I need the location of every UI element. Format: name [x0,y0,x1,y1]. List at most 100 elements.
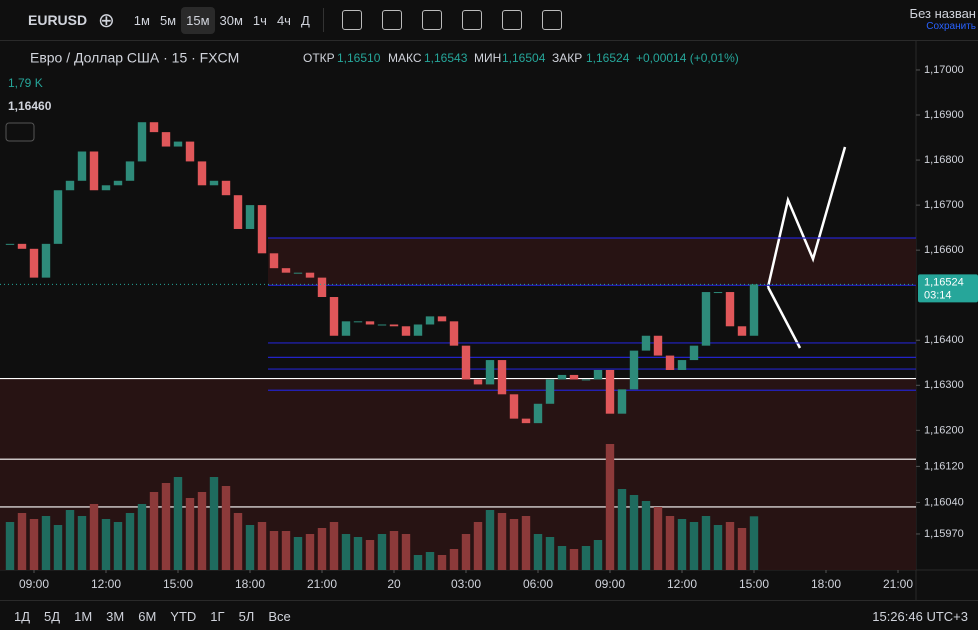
candle-body [749,284,759,336]
layer [0,237,916,570]
volume-bar [353,537,363,570]
volume-bar [173,477,183,570]
volume-bar [29,519,39,570]
candle-body [485,360,495,385]
x-tick-label: 09:00 [595,577,625,591]
volume-bar [737,528,747,570]
y-tick-label: 1,16800 [924,154,964,166]
range-button[interactable]: 5Л [238,608,255,624]
volume-bar [17,513,27,570]
legend-low: 1,16504 [502,51,546,65]
candle-body [557,374,567,380]
legend-close-label: ЗАКР [552,51,582,65]
templates-button[interactable] [421,10,442,30]
top-toolbar: EURUSD ⊕ 1м 5м 15м 30м 1ч 4ч Д Без назван Сохра… [0,0,978,41]
candle-body [725,292,735,327]
y-tick-label: 1,16600 [924,244,964,256]
range-button[interactable]: 1М [74,608,93,624]
candle-body [89,151,99,191]
indicators-button[interactable] [381,10,402,30]
candle-body [581,379,591,381]
candle-body [605,369,615,414]
interval-button[interactable]: 1ч [252,12,267,28]
volume-bar [5,522,15,570]
candle-body [125,161,135,181]
interval-button[interactable]: 1м [133,12,150,28]
undo-button[interactable] [541,10,562,30]
candle-body [437,316,447,322]
range-button[interactable]: 5Д [44,608,61,624]
candle-body [245,205,255,229]
volume-bar [605,444,615,570]
candle-body [701,292,711,346]
legend-high-label: МАКС [388,51,422,65]
candle-body [101,185,111,191]
candle-body [341,321,351,336]
symbol-search[interactable]: EURUSD [28,12,88,28]
candle-body [149,122,159,133]
x-tick-label: 12:00 [667,577,697,591]
collapse-button[interactable] [5,122,35,142]
range-button[interactable]: 3М [106,608,125,624]
candle-body [509,394,519,419]
volume-bar [281,531,291,570]
y-tick-label: 1,16200 [924,424,964,436]
cursor-price: 1,16460 [8,99,52,113]
range-button[interactable]: 1Г [210,608,225,624]
x-tick-label: 15:00 [163,577,193,591]
volume-bar [41,516,51,570]
candle-body [221,180,231,196]
legend-volume: 1,79 K [8,76,43,90]
candle-body [665,355,675,370]
alert-button[interactable] [461,10,482,30]
last-price-label: 1,16524 [924,276,964,288]
volume-bar [581,546,591,570]
candle-body [41,243,51,278]
y-tick-label: 1,17000 [924,64,964,76]
volume-bar [557,546,567,570]
range-button[interactable]: 1Д [14,608,31,624]
candle-body [617,389,627,414]
volume-bar [245,525,255,570]
interval-button[interactable]: 4ч [276,12,291,28]
candle-body [233,195,243,229]
x-tick-label: 03:00 [451,577,481,591]
clock: 15:26:46 UTC+3 [872,608,968,624]
y-tick-label: 1,16120 [924,460,964,472]
save-link[interactable]: Сохранить [926,21,976,32]
candle-body [29,248,39,278]
last-price-tag [918,274,978,303]
candle-body [569,374,579,380]
interval-button[interactable]: 5м [159,12,177,28]
range-button[interactable]: Все [268,608,291,624]
compare-button[interactable]: ⊕ [98,9,115,32]
candle-body [185,141,195,162]
volume-bar [113,522,123,570]
y-tick-label: 1,16040 [924,496,964,508]
drawn-zigzag [766,146,847,288]
chart-type-button[interactable] [341,10,362,30]
volume-bar [749,516,759,570]
candle-body [173,141,183,147]
candle-body [389,324,399,327]
range-button[interactable]: YTD [170,608,197,624]
x-tick-label: 06:00 [523,577,553,591]
replay-button[interactable] [501,10,522,30]
layout-menu[interactable]: Без назван Сохранить [910,6,976,32]
candle-body [293,272,303,274]
interval-button[interactable]: 30м [219,12,243,28]
legend-high: 1,16543 [424,51,468,65]
interval-button[interactable]: Д [300,12,310,28]
candle-body [425,316,435,325]
volume-bar [473,522,483,570]
volume-bar [341,534,351,570]
volume-bar [269,531,279,570]
volume-bar [449,549,459,570]
volume-bar [233,513,243,570]
candle-body [449,321,459,346]
candle-body [533,403,543,424]
candle-body [113,180,123,186]
volume-bar [305,534,315,570]
interval-button[interactable]: 15м [181,6,215,34]
range-button[interactable]: 6М [138,608,157,624]
